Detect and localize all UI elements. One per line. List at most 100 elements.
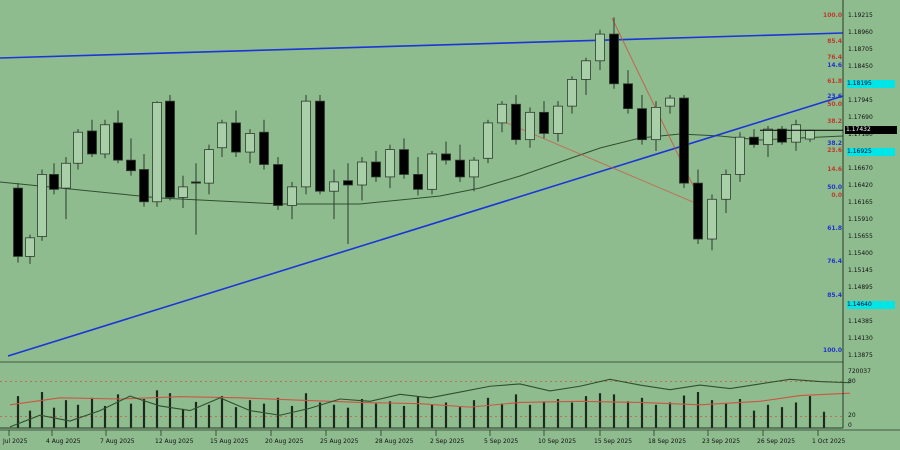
trendline-blue-resistance[interactable]	[0, 32, 844, 59]
candle-body[interactable]	[609, 33, 619, 85]
candle-body[interactable]	[707, 198, 717, 240]
candle-body[interactable]	[204, 149, 214, 184]
obv-series	[9, 378, 851, 428]
candle-body[interactable]	[113, 122, 123, 161]
candle-body[interactable]	[357, 161, 367, 186]
candle-body[interactable]	[469, 159, 479, 178]
candle-body[interactable]	[61, 162, 71, 189]
candle-body[interactable]	[497, 103, 507, 124]
candle-body[interactable]	[100, 124, 110, 155]
trendline-blue-support[interactable]	[7, 95, 844, 357]
price-label: 1.16670	[848, 165, 873, 172]
indicator-axis-label: 20	[848, 412, 856, 420]
candle-body[interactable]	[245, 133, 255, 153]
candle-body[interactable]	[37, 174, 47, 237]
candle-body[interactable]	[427, 153, 437, 190]
candle-body[interactable]	[441, 153, 451, 161]
candle-body[interactable]	[49, 174, 59, 190]
mfi-line	[9, 392, 851, 408]
candle-body[interactable]	[217, 122, 227, 149]
date-label: 10 Sep 2025	[538, 438, 577, 445]
fib-level-label: 14.6	[827, 166, 842, 173]
indicator-axis-label: 0	[848, 422, 852, 429]
candle-body[interactable]	[87, 130, 97, 155]
axis-frame	[0, 0, 900, 436]
candle-body[interactable]	[73, 131, 83, 164]
candle-body[interactable]	[231, 122, 241, 153]
candle-body[interactable]	[805, 129, 815, 140]
fib-level-label: 61.8	[827, 78, 842, 85]
candle-body[interactable]	[735, 136, 745, 175]
fib-level-label: 100.0	[823, 12, 842, 19]
candle-body[interactable]	[623, 83, 633, 110]
candle-body[interactable]	[165, 100, 175, 198]
candle-body[interactable]	[152, 102, 162, 203]
candle-body[interactable]	[665, 97, 675, 107]
price-label: 1.14385	[848, 318, 873, 325]
candle-body[interactable]	[25, 237, 35, 257]
candle-body[interactable]	[791, 124, 801, 143]
date-label: 23 Sep 2025	[702, 438, 741, 445]
candle-body[interactable]	[511, 103, 521, 141]
candle-body[interactable]	[525, 111, 535, 141]
candle-body[interactable]	[287, 186, 297, 206]
candle-body[interactable]	[693, 182, 703, 240]
candle-body[interactable]	[721, 174, 731, 200]
date-label: 28 Aug 2025	[375, 438, 414, 445]
candle-body[interactable]	[455, 159, 465, 178]
obv-line	[9, 378, 851, 428]
candle-body[interactable]	[371, 161, 381, 178]
price-label: 1.13875	[848, 352, 873, 359]
candle-body[interactable]	[139, 169, 149, 203]
price-label: 1.18705	[848, 46, 873, 53]
fib-level-label: 50.0	[827, 184, 842, 191]
candle-body[interactable]	[259, 131, 269, 165]
candle-body[interactable]	[315, 100, 325, 192]
price-label: 1.17180	[848, 131, 873, 138]
fib-level-label: 76.4	[827, 258, 842, 265]
price-label: 1.15145	[848, 267, 873, 274]
candle-body[interactable]	[329, 181, 339, 192]
date-label: 15 Sep 2025	[594, 438, 633, 445]
candle-body[interactable]	[777, 128, 787, 143]
candle-body[interactable]	[749, 136, 759, 146]
fib-level-label: 38.2	[827, 118, 842, 125]
candle-body[interactable]	[273, 164, 283, 206]
indicator-panel	[0, 361, 843, 417]
candlestick-series[interactable]	[13, 17, 815, 264]
date-label: 25 Aug 2025	[320, 438, 359, 445]
candle-body[interactable]	[343, 180, 353, 186]
candle-body[interactable]	[581, 60, 591, 80]
mfi-series	[9, 392, 851, 408]
candle-body[interactable]	[301, 100, 311, 188]
candle-body[interactable]	[595, 33, 605, 62]
fib-level-label: 85.4	[827, 292, 842, 299]
fib-level-label: 23.6	[827, 93, 842, 100]
candle-body[interactable]	[763, 128, 773, 146]
price-label-highlighted: 1.16925	[847, 148, 895, 156]
candle-body[interactable]	[539, 111, 549, 134]
date-label: 20 Aug 2025	[265, 438, 304, 445]
fib-level-label: 76.4	[827, 54, 842, 61]
candle-body[interactable]	[413, 174, 423, 190]
fib-level-label: 61.8	[827, 225, 842, 232]
candle-body[interactable]	[178, 186, 188, 198]
candle-body[interactable]	[553, 105, 563, 134]
date-label: Jul 2025	[3, 438, 28, 445]
candle-body[interactable]	[567, 79, 577, 107]
candle-body[interactable]	[651, 106, 661, 141]
candle-body[interactable]	[637, 108, 647, 141]
candle-body[interactable]	[126, 159, 136, 172]
candle-body[interactable]	[483, 122, 493, 159]
candle-body[interactable]	[191, 181, 201, 184]
candle-body[interactable]	[13, 187, 23, 257]
candle-body[interactable]	[679, 97, 689, 184]
price-label: 1.17690	[848, 114, 873, 121]
fib-level-label: 38.2	[827, 140, 842, 147]
candle-body[interactable]	[399, 149, 409, 175]
candle-body[interactable]	[385, 149, 395, 178]
date-label: 18 Sep 2025	[648, 438, 687, 445]
date-label: 12 Aug 2025	[155, 438, 194, 445]
